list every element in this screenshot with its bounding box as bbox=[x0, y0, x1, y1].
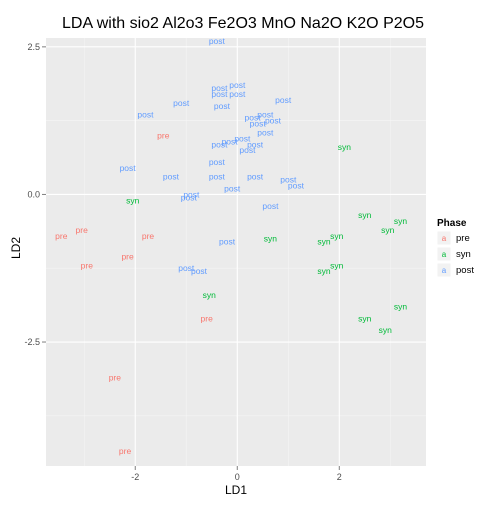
legend-label-pre: pre bbox=[456, 233, 470, 244]
point-label-post: post bbox=[265, 116, 282, 126]
point-label-post: post bbox=[211, 139, 228, 149]
point-label-post: post bbox=[288, 181, 305, 191]
x-axis: -2 0 2 bbox=[131, 466, 342, 482]
point-label-pre: pre bbox=[76, 225, 89, 235]
point-label-post: post bbox=[224, 184, 241, 194]
point-label-post: post bbox=[222, 136, 239, 146]
point-label-syn: syn bbox=[358, 313, 372, 323]
x-tick-label: 0 bbox=[235, 472, 240, 482]
point-label-syn: syn bbox=[394, 216, 408, 226]
point-label-syn: syn bbox=[264, 234, 278, 244]
point-label-post: post bbox=[209, 36, 226, 46]
legend-key-box bbox=[436, 262, 452, 278]
legend-key-box bbox=[436, 246, 452, 262]
point-label-post: post bbox=[262, 201, 279, 211]
legend-label-syn: syn bbox=[456, 249, 471, 260]
point-label-post: post bbox=[245, 113, 262, 123]
point-label-pre: pre bbox=[109, 372, 122, 382]
point-label-syn: syn bbox=[330, 231, 344, 241]
point-label-post: post bbox=[163, 172, 180, 182]
point-label-post: post bbox=[219, 237, 236, 247]
point-label-pre: pre bbox=[201, 313, 214, 323]
point-label-post: post bbox=[183, 189, 200, 199]
point-label-pre: pre bbox=[81, 260, 94, 270]
point-label-post: post bbox=[250, 119, 267, 129]
point-label-post: post bbox=[181, 192, 198, 202]
point-label-syn: syn bbox=[358, 210, 372, 220]
point-label-syn: syn bbox=[126, 195, 140, 205]
legend-label-post: post bbox=[456, 265, 474, 276]
y-axis: 2.5 0.0 -2.5 bbox=[24, 42, 46, 347]
plot-panel bbox=[46, 38, 426, 466]
point-label-pre: pre bbox=[55, 231, 68, 241]
point-label-syn: syn bbox=[330, 260, 344, 270]
legend-key-glyph: a bbox=[442, 266, 447, 275]
legend-key-glyph: a bbox=[442, 250, 447, 259]
point-label-post: post bbox=[173, 98, 190, 108]
point-label-post: post bbox=[275, 95, 292, 105]
point-label-pre: pre bbox=[119, 446, 132, 456]
legend-key-glyph: a bbox=[442, 234, 447, 243]
y-tick-label: 2.5 bbox=[27, 42, 40, 52]
point-label-syn: syn bbox=[317, 266, 331, 276]
point-label-syn: syn bbox=[338, 142, 352, 152]
minor-grid bbox=[46, 38, 426, 466]
point-label-post: post bbox=[234, 133, 251, 143]
point-label-post: post bbox=[191, 266, 208, 276]
point-label-syn: syn bbox=[203, 290, 217, 300]
point-label-post: post bbox=[137, 110, 154, 120]
point-label-pre: pre bbox=[142, 231, 155, 241]
legend-title: Phase bbox=[437, 218, 467, 229]
legend-key-box bbox=[436, 230, 452, 246]
x-tick-label: 2 bbox=[337, 472, 342, 482]
point-label-post: post bbox=[209, 157, 226, 167]
point-label-post: post bbox=[229, 80, 246, 90]
point-label-post: post bbox=[211, 83, 228, 93]
point-label-post: post bbox=[247, 172, 264, 182]
point-label-post: post bbox=[209, 172, 226, 182]
point-label-syn: syn bbox=[317, 237, 331, 247]
point-label-post: post bbox=[257, 127, 274, 137]
point-label-post: post bbox=[257, 110, 274, 120]
chart-title: LDA with sio2 Al2o3 Fe2O3 MnO Na2O K2O P… bbox=[62, 15, 424, 32]
point-label-post: post bbox=[120, 163, 137, 173]
y-axis-label: LD2 bbox=[9, 237, 23, 259]
major-grid bbox=[46, 38, 426, 466]
point-label-post: post bbox=[239, 145, 256, 155]
point-label-post: post bbox=[280, 175, 297, 185]
point-label-pre: pre bbox=[157, 130, 170, 140]
point-label-syn: syn bbox=[381, 225, 395, 235]
x-axis-label: LD1 bbox=[225, 483, 247, 497]
point-label-syn: syn bbox=[394, 302, 408, 312]
point-label-post: post bbox=[247, 139, 264, 149]
point-label-post: post bbox=[229, 89, 246, 99]
point-label-post: post bbox=[214, 101, 231, 111]
point-label-pre: pre bbox=[121, 251, 134, 261]
point-label-post: post bbox=[178, 263, 195, 273]
point-label-syn: syn bbox=[379, 325, 393, 335]
y-tick-label: -2.5 bbox=[24, 337, 40, 347]
point-label-post: post bbox=[211, 89, 228, 99]
x-tick-label: -2 bbox=[131, 472, 139, 482]
y-tick-label: 0.0 bbox=[27, 189, 40, 199]
